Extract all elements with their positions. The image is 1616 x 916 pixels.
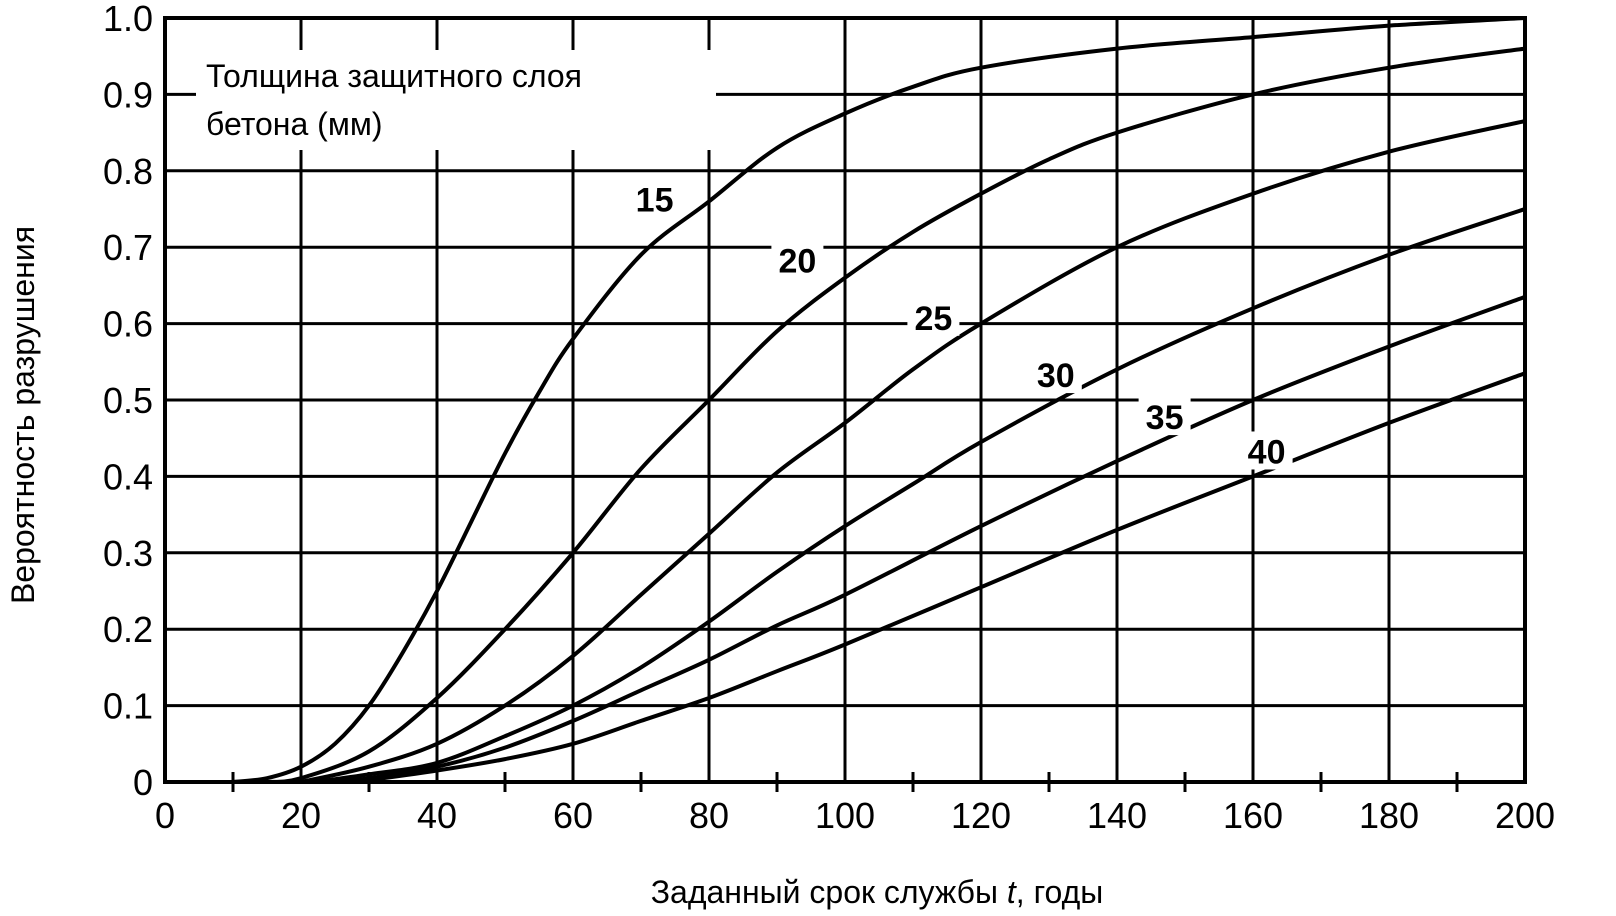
series-line-30 [314,207,1526,784]
series-label-background [771,240,824,279]
legend-title-line1: Толщина защитного слоя [206,58,582,94]
series-line-15 [232,16,1526,784]
tick-labels: 0 20 40 60 80 100 120 140 160 180 200 0 0.1 0.2 0.3 0.4… [103,0,1555,836]
x-tick-label: 40 [417,795,457,836]
y-tick-label: 1.0 [103,0,153,39]
series-line-25 [300,119,1526,784]
x-tick-label: 100 [815,795,875,836]
y-tick-label: 0.4 [103,456,153,497]
series-label-background [1240,431,1293,470]
x-tick-label: 180 [1359,795,1419,836]
y-tick-label: 0.9 [103,74,153,115]
series-labels: 15 20 25 30 35 40 [628,179,1293,471]
x-tick-label: 0 [155,795,175,836]
series-label-20: 20 [778,242,816,280]
x-axis-title-text: Заданный срок службы [651,874,1007,910]
series-label-background [907,297,960,336]
x-tick-label: 200 [1495,795,1555,836]
x-tick-label: 140 [1087,795,1147,836]
y-tick-label: 0.2 [103,609,153,650]
y-tick-label: 0 [133,762,153,803]
series-line-40 [355,371,1526,784]
series-label-40: 40 [1248,433,1286,471]
series-label-background [1029,355,1082,394]
series-label-background [1138,397,1191,436]
plot-border [163,16,1527,784]
series-label-25: 25 [914,300,952,338]
x-tick-label: 80 [689,795,729,836]
y-tick-label: 0.3 [103,533,153,574]
x-tick-label: 60 [553,795,593,836]
series-label-background [628,179,681,218]
series-label-35: 35 [1146,399,1184,437]
x-axis-title: Заданный срок службы t, годы [651,874,1104,910]
x-axis-title-unit: , годы [1016,874,1104,910]
legend-title-background [196,50,716,150]
series-label-15: 15 [636,181,674,219]
y-tick-label: 0.1 [103,686,153,727]
plot-frame [163,16,1527,784]
y-tick-label: 0.7 [103,227,153,268]
legend-title: Толщина защитного слоя бетона (мм) [196,50,716,150]
y-axis-title: Вероятность разрушения [5,226,41,604]
series-line-20 [266,46,1526,784]
series-line-35 [334,295,1526,784]
y-tick-label: 0.5 [103,380,153,421]
series-label-30: 30 [1037,357,1075,395]
x-tick-label: 20 [281,795,321,836]
legend-title-line2: бетона (мм) [206,106,382,142]
y-tick-label: 0.8 [103,151,153,192]
x-axis-title-variable: t [1007,874,1017,910]
x-tick-label: 120 [951,795,1011,836]
x-tick-label: 160 [1223,795,1283,836]
y-tick-label: 0.6 [103,304,153,345]
